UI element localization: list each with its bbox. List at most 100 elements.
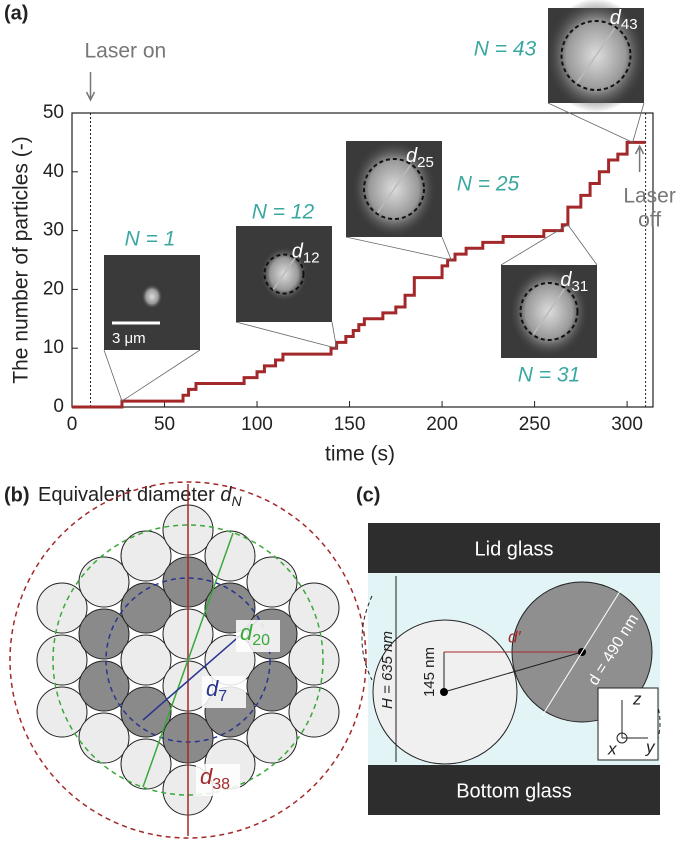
particle xyxy=(288,582,340,634)
inset-label: N = 31 xyxy=(518,364,580,387)
inset-connector xyxy=(121,349,201,402)
title-text: Equivalent diameter xyxy=(38,484,220,506)
particle xyxy=(78,556,130,608)
subscript: 20 xyxy=(252,632,270,649)
bottom-label: Bottom glass xyxy=(456,780,572,802)
panel-title: Equivalent diameter dN xyxy=(38,484,242,508)
label-bg xyxy=(236,620,280,652)
diameter-arrow xyxy=(272,257,296,291)
inset-label: N = 25 xyxy=(457,173,520,196)
laser-label: Laser on xyxy=(85,40,167,63)
x-tick-label: 200 xyxy=(426,414,458,435)
x-tick-label: 300 xyxy=(611,414,643,435)
subscript: 43 xyxy=(621,16,638,33)
y-axis-label: The number of particles (-) xyxy=(10,136,33,383)
diameter-label: d25 xyxy=(406,145,434,171)
symbol: d xyxy=(206,676,219,701)
d20-arrow xyxy=(142,532,234,788)
inset-label: N = 43 xyxy=(474,38,537,61)
symbol: d xyxy=(560,269,572,291)
particle xyxy=(36,582,88,634)
subscript: 38 xyxy=(212,776,230,793)
dprime-label: d′ xyxy=(508,627,521,646)
panel-label: (c) xyxy=(356,484,380,506)
diameter-arrow xyxy=(541,587,623,717)
axes-box xyxy=(597,687,659,761)
subscript: 31 xyxy=(572,278,589,295)
inset-connector xyxy=(345,236,452,261)
equivalent-circle xyxy=(519,282,579,341)
equivalent-circle xyxy=(9,481,367,839)
symbol: d xyxy=(292,241,304,263)
y-tick-label: 30 xyxy=(43,220,64,241)
diameter-label: d31 xyxy=(560,269,588,295)
bottom-glass xyxy=(368,765,660,815)
y-tick-label: 40 xyxy=(43,161,64,182)
particle xyxy=(246,712,298,764)
inset-connector xyxy=(500,224,569,266)
particle-blob xyxy=(141,284,163,309)
inset-label: N = 12 xyxy=(252,201,315,224)
particle xyxy=(288,686,340,738)
symbol: d xyxy=(406,145,418,167)
equivalent-circle xyxy=(560,20,632,91)
x-tick-label: 0 xyxy=(67,414,78,435)
laser-arrow xyxy=(634,144,645,172)
diameter-label: d20 xyxy=(240,620,270,649)
diameter-arrow xyxy=(532,288,566,335)
particle xyxy=(246,556,298,608)
particle xyxy=(36,686,88,738)
x-axis-label: time (s) xyxy=(325,443,395,466)
axis-label: x xyxy=(607,739,617,758)
particle xyxy=(120,530,172,582)
particle xyxy=(120,634,172,686)
lid-glass xyxy=(368,523,660,573)
particle xyxy=(246,660,298,712)
equivalent-circle xyxy=(363,158,425,220)
particle xyxy=(78,712,130,764)
axis-label: y xyxy=(645,737,656,756)
inset-connector xyxy=(331,321,337,349)
center xyxy=(440,688,448,696)
x-tick-label: 250 xyxy=(519,414,551,435)
diameter-label: d12 xyxy=(292,241,320,267)
diameter-label: d7 xyxy=(206,676,227,705)
symbol: d xyxy=(220,484,232,506)
offset-label: 145 nm xyxy=(421,647,438,697)
inset-connector xyxy=(567,224,598,266)
inset-connector xyxy=(235,321,337,349)
x-tick-label: 150 xyxy=(334,414,366,435)
subscript: 25 xyxy=(417,154,434,171)
x-tick-label: 50 xyxy=(154,414,175,435)
particle xyxy=(36,634,88,686)
scale-bar-label: 3 μm xyxy=(112,330,146,347)
diameter-label: d43 xyxy=(610,7,638,33)
plot-frame xyxy=(71,112,654,408)
lid-label: Lid glass xyxy=(475,538,554,560)
equivalent-circle xyxy=(263,253,305,295)
label-bg xyxy=(196,764,240,796)
axis-label: z xyxy=(632,689,642,708)
y-tick-label: 10 xyxy=(43,337,64,358)
laser-arrow xyxy=(85,72,96,102)
label-bg xyxy=(202,676,246,708)
diameter-arrow xyxy=(376,164,412,214)
step-line xyxy=(72,140,646,409)
particle xyxy=(78,660,130,712)
diameter-label: d38 xyxy=(200,764,230,793)
panel-c: Lid glass Bottom glass H = 635 nm 145 nm… xyxy=(361,523,661,815)
panel-label: (b) xyxy=(4,484,30,506)
inset-label: N = 1 xyxy=(125,228,176,251)
axis-dot xyxy=(616,732,628,744)
center-line xyxy=(443,651,583,693)
symbol: d xyxy=(610,7,622,29)
inset-connector xyxy=(632,102,645,143)
inset-connector xyxy=(441,236,452,261)
y-tick-label: 50 xyxy=(43,102,64,123)
diameter-arrow xyxy=(576,27,616,84)
subscript: 12 xyxy=(303,249,320,266)
x-tick-label: 100 xyxy=(241,414,273,435)
height-label: H = 635 nm xyxy=(379,631,396,709)
